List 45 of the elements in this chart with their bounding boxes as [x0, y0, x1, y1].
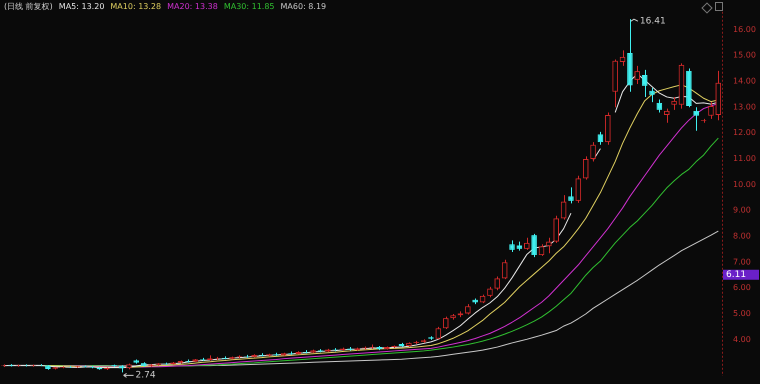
candlestick	[442, 316, 448, 330]
text: 6.11	[726, 270, 746, 280]
candlestick	[642, 69, 648, 98]
candlestick	[568, 186, 574, 204]
text: MA60: 8.19	[280, 2, 326, 12]
y-tick-label: 7.00	[733, 257, 751, 266]
text: MA5: 13.20	[58, 2, 104, 12]
candlestick	[582, 156, 588, 180]
candlestick	[546, 237, 552, 254]
y-tick-label: 4.00	[733, 334, 751, 344]
candlestick	[656, 99, 662, 113]
candlestick	[502, 259, 508, 280]
y-tick-label: 10.00	[733, 180, 756, 189]
y-tick-label: 15.00	[733, 50, 756, 60]
y-tick-label: 13.00	[733, 102, 756, 112]
candlestick	[664, 108, 670, 124]
text: MA10: 13.28	[110, 2, 162, 12]
y-tick-label: 9.00	[733, 206, 751, 215]
candlestick	[509, 240, 515, 252]
candlestick	[576, 175, 582, 204]
y-tick-label: 11.00	[733, 154, 756, 164]
y-tick-label: 5.00	[733, 309, 751, 318]
y-tick-label: 6.00	[733, 283, 751, 292]
y-tick-label: 8.00	[733, 232, 751, 241]
y-tick-label: 12.00	[733, 128, 756, 138]
y-tick-label: 16.00	[733, 24, 756, 34]
candlestick	[708, 102, 714, 120]
text: MA30: 11.85	[224, 2, 275, 12]
text: MA20: 13.38	[167, 2, 218, 12]
candlestick	[516, 241, 522, 252]
candlestick	[302, 350, 309, 354]
candlestick	[693, 106, 699, 132]
candlestick	[649, 87, 655, 103]
candlestick	[494, 276, 500, 291]
candlestick	[598, 131, 604, 146]
candlestick	[553, 215, 559, 244]
annotation: 16.41	[640, 16, 666, 27]
candlestick	[531, 233, 537, 258]
candlestick	[560, 194, 566, 220]
y-tick-label: 14.00	[733, 76, 756, 86]
chart-title: (日线 前复权)	[4, 2, 53, 12]
annotation: 2.74	[136, 370, 156, 381]
candlestick	[590, 142, 596, 162]
candlestick	[620, 50, 626, 66]
candlestick	[436, 326, 442, 340]
